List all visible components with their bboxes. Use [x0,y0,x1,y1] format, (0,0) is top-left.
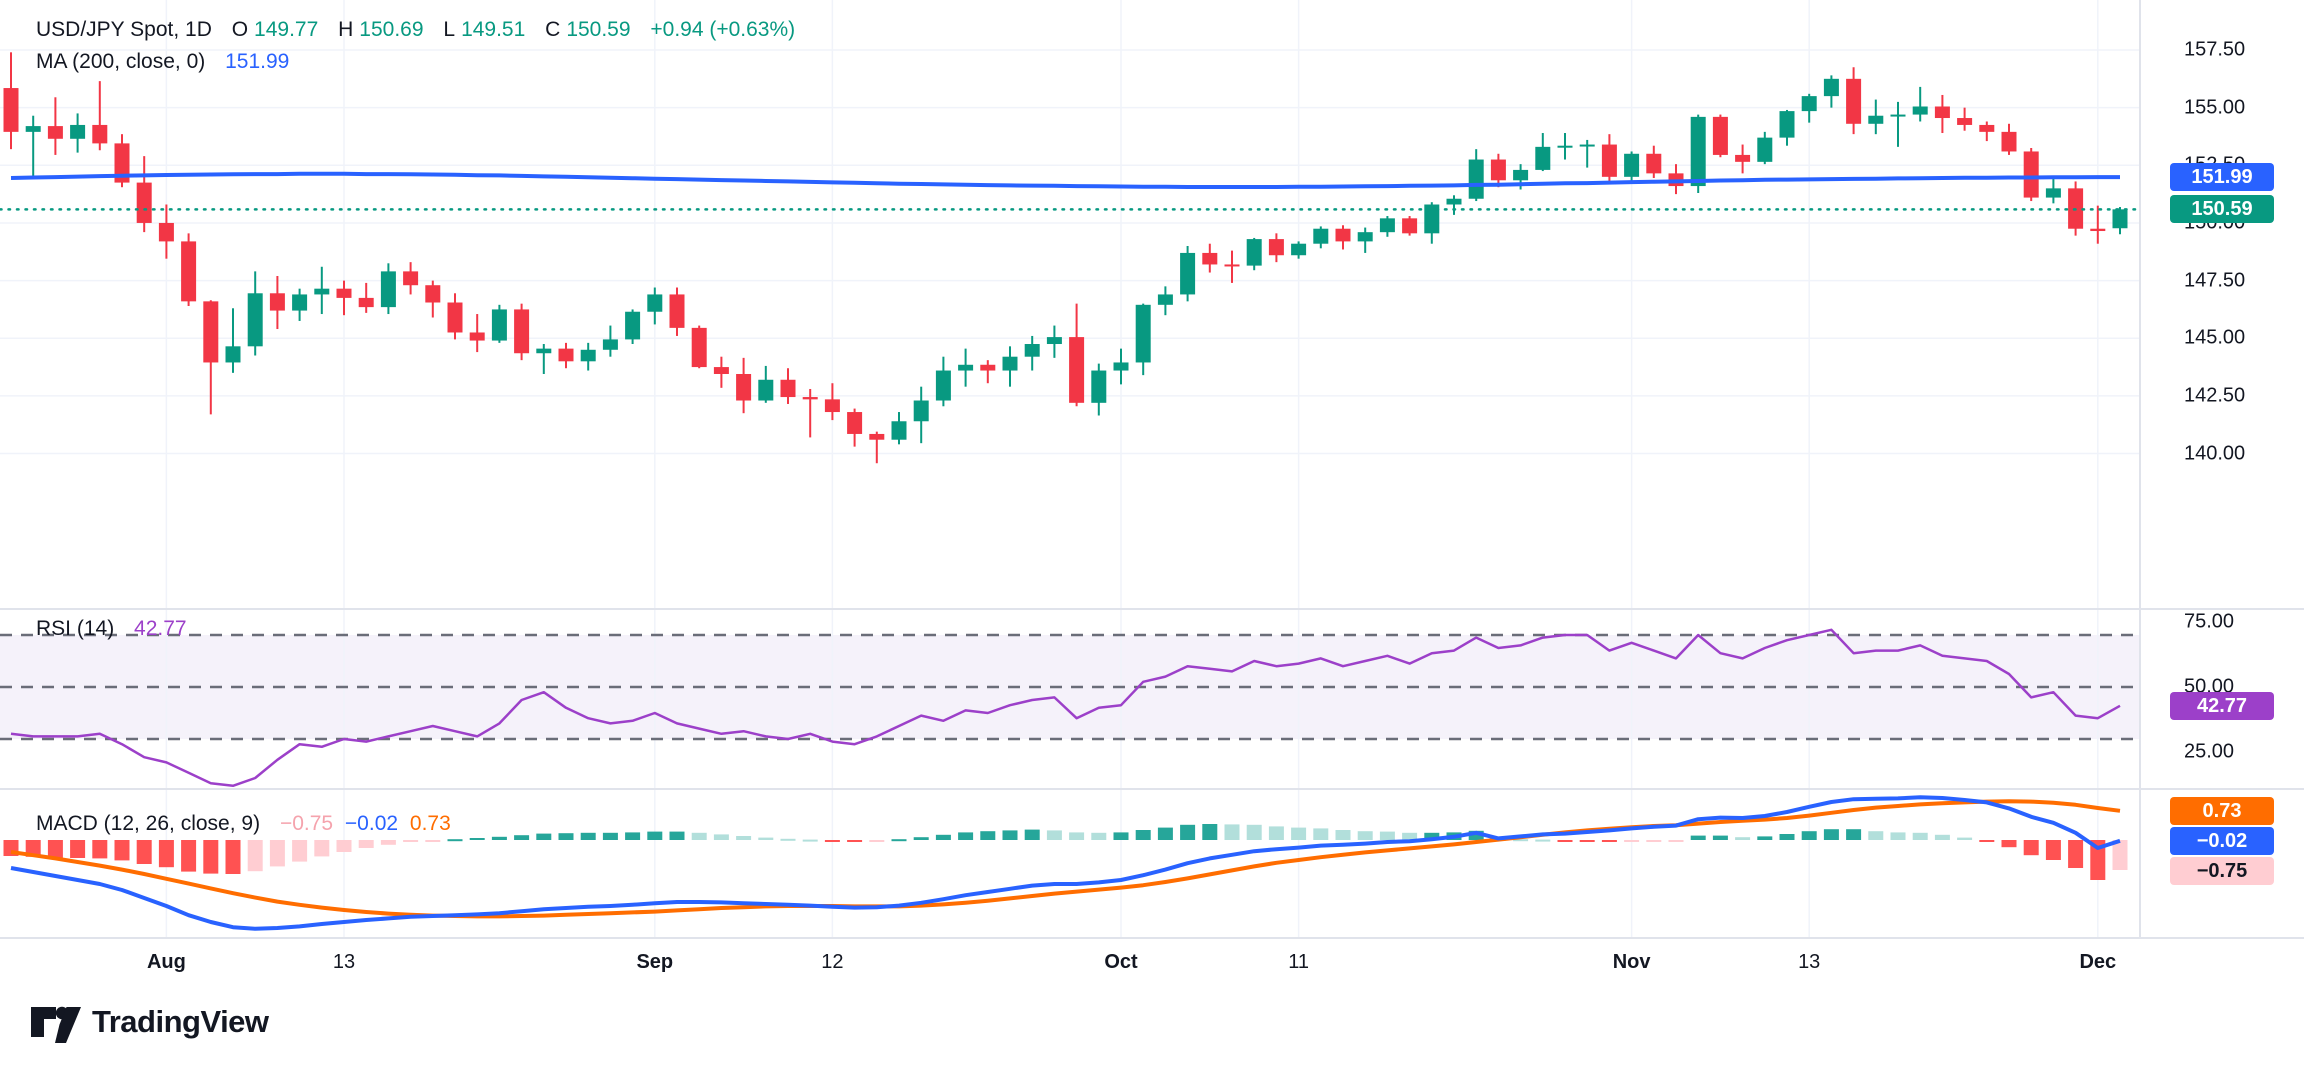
ma-price-badge: 151.99 [2170,163,2274,191]
time-tick-label: Sep [636,951,674,973]
price-tick-label: 147.50 [2184,269,2246,292]
time-tick-label: 13 [1798,951,1821,973]
macd-legend[interactable]: MACD (12, 26, close, 9) −0.75 −0.02 0.73 [36,812,457,836]
macd-signal-value: 0.73 [409,812,451,835]
low-value: 149.51 [461,18,526,41]
ma-label: MA (200, close, 0) [36,50,206,73]
close-value: 150.59 [566,18,631,41]
price-tick-label: 155.00 [2184,96,2246,119]
tradingview-logo[interactable]: TradingView [30,1000,269,1044]
tradingview-logo-text: TradingView [92,1004,269,1039]
ma-value: 151.99 [225,50,290,73]
rsi-label: RSI (14) [36,617,115,640]
rsi-value: 42.77 [134,617,187,640]
rsi-value-badge: 42.77 [2170,692,2274,720]
open-label: O [231,18,249,41]
ma-legend[interactable]: MA (200, close, 0) 151.99 [36,50,295,74]
macd-hist-value: −0.75 [279,812,334,835]
rsi-legend[interactable]: RSI (14) 42.77 [36,617,193,641]
high-label: H [338,18,354,41]
time-tick-label: Oct [1104,951,1138,973]
price-tick-label: 140.00 [2184,442,2246,465]
last-price-badge: 150.59 [2170,195,2274,223]
time-tick-label: 11 [1288,951,1309,973]
open-value: 149.77 [254,18,319,41]
change-value: +0.94 (+0.63%) [650,18,796,41]
high-value: 150.69 [359,18,424,41]
macd-hist-badge: −0.75 [2170,857,2274,885]
price-tick-label: 157.50 [2184,38,2246,61]
time-tick-label: 13 [332,951,356,973]
symbol-title: USD/JPY Spot, 1D [36,18,212,41]
low-label: L [443,18,456,41]
time-tick-label: 12 [821,951,844,973]
macd-line-badge: −0.02 [2170,827,2274,855]
time-tick-label: Nov [1612,951,1651,973]
rsi-tick-label: 75.00 [2184,610,2235,633]
time-tick-label: Dec [2079,951,2117,973]
symbol-legend[interactable]: USD/JPY Spot, 1D O 149.77 H 150.69 L 149.51… [36,18,801,42]
price-tick-label: 142.50 [2184,384,2246,407]
time-tick-label: Aug [146,951,186,973]
rsi-tick-label: 25.00 [2184,740,2235,763]
price-tick-label: 145.00 [2184,326,2246,349]
close-label: C [545,18,561,41]
macd-signal-badge: 0.73 [2170,797,2274,825]
macd-label: MACD (12, 26, close, 9) [36,812,261,835]
macd-line-value: −0.02 [344,812,399,835]
tradingview-logo-icon [31,1006,81,1043]
